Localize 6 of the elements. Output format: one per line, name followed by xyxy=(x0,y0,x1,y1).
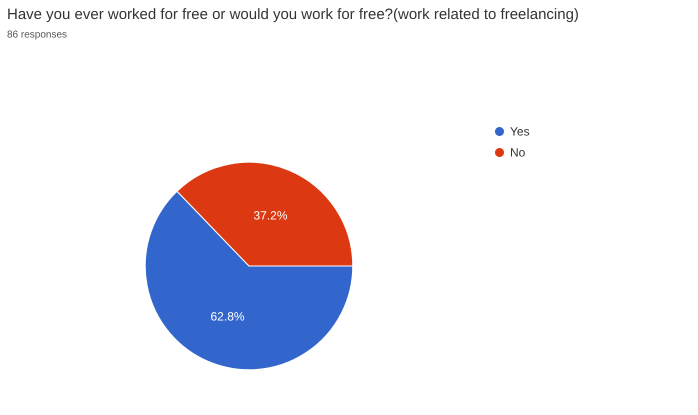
legend-label: Yes xyxy=(510,124,530,138)
data-label: 62.8% xyxy=(210,310,245,324)
chart-title: Have you ever worked for free or would you work for free?(work related to freelancing) xyxy=(7,6,579,23)
data-label: 37.2% xyxy=(253,208,288,222)
legend-label: No xyxy=(510,146,526,160)
text: 86 responses xyxy=(7,30,68,40)
